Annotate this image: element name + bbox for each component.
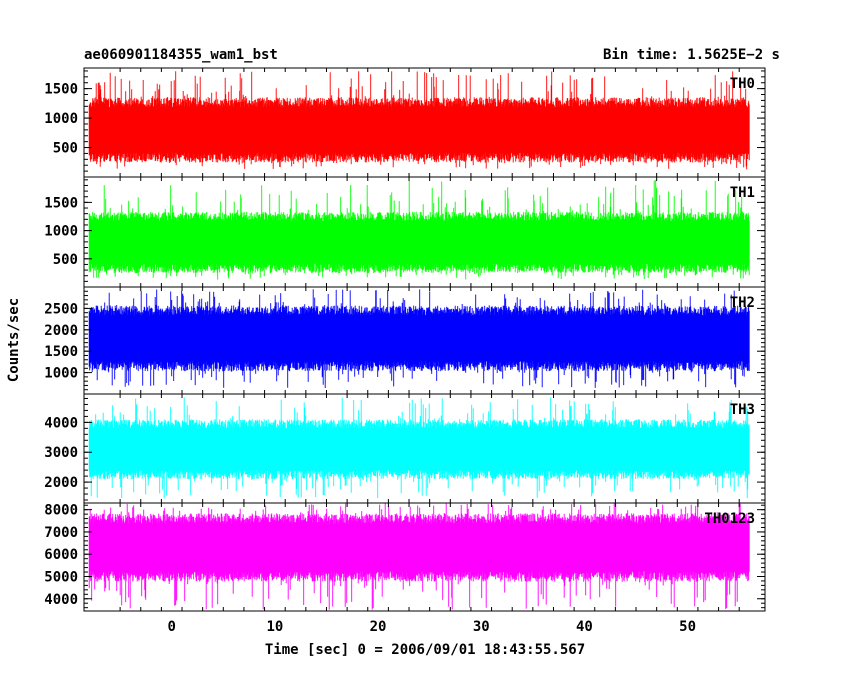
x-tick-label: 20 <box>370 619 387 635</box>
chart-title: ae060901184355_wam1_bst <box>84 47 278 63</box>
series-th2 <box>88 289 750 388</box>
panel-th3: 2000 3000 4000 TH3 <box>44 393 766 504</box>
x-tick-label: 10 <box>266 619 283 635</box>
y-tick-label: 1500 <box>44 195 78 211</box>
y-tick-label: 4000 <box>44 415 78 431</box>
y-tick-label: 8000 <box>44 503 78 519</box>
y-tick-label: 3000 <box>44 445 78 461</box>
panel-label-th3: TH3 <box>730 402 755 418</box>
panel-th2: 1000 1500 2000 2500 TH2 <box>44 286 766 395</box>
y-tick-label: 1500 <box>44 82 78 98</box>
x-tick-label: 30 <box>473 619 490 635</box>
panel-th0123: 4000 5000 6000 7000 8000 TH0123 0 10 20 30 40 50 <box>44 502 766 635</box>
y-tick-label: 2500 <box>44 301 78 317</box>
panel-label-th0: TH0 <box>730 76 755 92</box>
panel-label-th0123: TH0123 <box>704 511 755 527</box>
y-tick-label: 500 <box>53 141 78 157</box>
y-tick-label: 7000 <box>44 525 78 541</box>
series-th1 <box>88 179 750 280</box>
x-tick-label: 40 <box>576 619 593 635</box>
panel-label-th2: TH2 <box>730 295 755 311</box>
series-th0 <box>88 71 750 170</box>
y-tick-label: 6000 <box>44 547 78 563</box>
y-tick-label: 500 <box>53 252 78 268</box>
x-axis-label: Time [sec] 0 = 2006/09/01 18:43:55.567 <box>265 642 585 658</box>
y-tick-label: 1000 <box>44 366 78 382</box>
y-tick-label: 2000 <box>44 475 78 491</box>
panel-th1: 500 1000 1500 TH1 <box>44 176 766 288</box>
y-tick-label: 5000 <box>44 569 78 585</box>
x-tick-label: 0 <box>167 619 175 635</box>
y-tick-label: 1000 <box>44 224 78 240</box>
y-tick-label: 1000 <box>44 111 78 127</box>
panel-th0: 500 1000 1500 TH0 <box>44 67 766 178</box>
y-tick-label: 4000 <box>44 592 78 608</box>
panel-frame <box>83 502 766 612</box>
series-th3 <box>88 397 750 499</box>
series-th0123 <box>88 503 750 610</box>
x-tick-label: 50 <box>679 619 696 635</box>
panel-label-th1: TH1 <box>730 185 755 201</box>
y-tick-label: 2000 <box>44 323 78 339</box>
y-tick-label: 1500 <box>44 344 78 360</box>
y-axis-label: Counts/sec <box>6 298 22 382</box>
bin-time-label: Bin time: 1.5625E−2 s <box>603 47 780 63</box>
